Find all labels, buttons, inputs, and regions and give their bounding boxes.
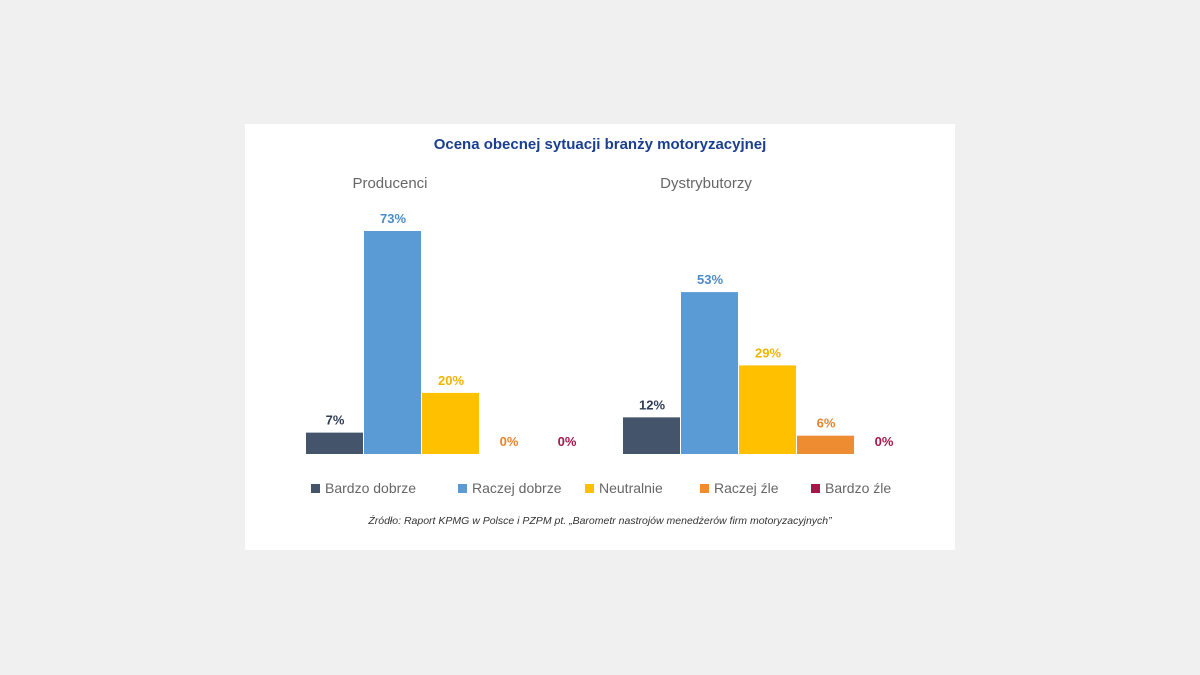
legend-label-2: Neutralnie xyxy=(599,480,663,496)
data-label-1-1: 53% xyxy=(697,272,723,287)
data-label-4-1: 0% xyxy=(875,434,894,449)
data-label-1-0: 73% xyxy=(380,211,406,226)
legend-swatch-3 xyxy=(700,484,709,493)
bar-1-0 xyxy=(364,231,421,454)
legend-swatch-1 xyxy=(458,484,467,493)
bar-chart: Producenci Dystrybutorzy 7% 12% 73% 53% 20% 29%… xyxy=(306,175,894,496)
bar-2-0 xyxy=(422,392,479,454)
data-label-0-1: 12% xyxy=(639,397,665,412)
legend-swatch-4 xyxy=(811,484,820,493)
data-label-3-0: 0% xyxy=(500,434,519,449)
data-label-3-1: 6% xyxy=(817,416,836,431)
data-label-2-0: 20% xyxy=(438,373,464,388)
chart-card: Ocena obecnej sytuacji branży motoryzacy… xyxy=(245,124,955,550)
legend-label-1: Raczej dobrze xyxy=(472,480,562,496)
group-label-0: Producenci xyxy=(352,175,427,192)
group-label-1: Dystrybutorzy xyxy=(660,175,752,192)
data-label-4-0: 0% xyxy=(558,434,577,449)
legend-swatch-2 xyxy=(585,484,594,493)
chart-title: Ocena obecnej sytuacji branży motoryzacy… xyxy=(433,136,767,153)
bar-2-1 xyxy=(739,365,796,454)
bar-0-0 xyxy=(306,432,363,454)
legend-label-0: Bardzo dobrze xyxy=(325,480,416,496)
bar-1-1 xyxy=(681,292,738,454)
bar-0-1 xyxy=(623,417,680,454)
bar-3-1 xyxy=(797,435,854,454)
legend-label-4: Bardzo źle xyxy=(825,480,891,496)
data-label-2-1: 29% xyxy=(755,345,781,360)
legend-swatch-0 xyxy=(311,484,320,493)
data-label-0-0: 7% xyxy=(326,413,345,428)
legend-label-3: Raczej źle xyxy=(714,480,779,496)
source-note: Źródło: Raport KPMG w Polsce i PZPM pt. … xyxy=(368,515,832,527)
